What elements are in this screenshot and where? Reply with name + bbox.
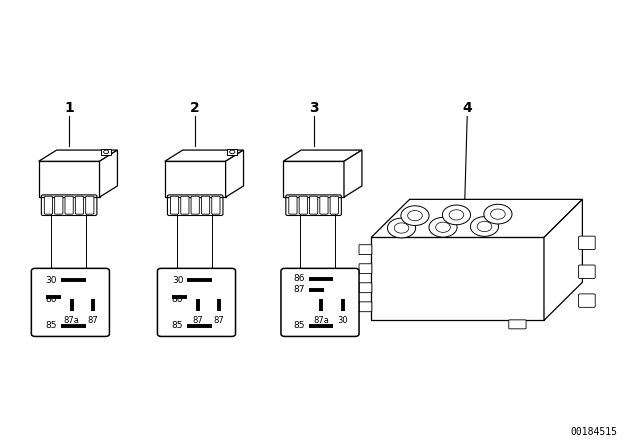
FancyBboxPatch shape xyxy=(86,196,94,214)
Polygon shape xyxy=(38,150,118,161)
FancyBboxPatch shape xyxy=(170,196,179,214)
FancyBboxPatch shape xyxy=(180,196,189,214)
FancyBboxPatch shape xyxy=(289,196,297,214)
FancyBboxPatch shape xyxy=(509,320,526,329)
FancyBboxPatch shape xyxy=(359,283,372,293)
FancyBboxPatch shape xyxy=(579,236,595,250)
Text: 86: 86 xyxy=(172,295,183,304)
Polygon shape xyxy=(101,149,111,155)
Polygon shape xyxy=(371,199,582,237)
Text: 87: 87 xyxy=(88,316,99,325)
Text: 85: 85 xyxy=(293,321,305,330)
FancyBboxPatch shape xyxy=(31,268,109,336)
Text: 86: 86 xyxy=(46,295,57,304)
Circle shape xyxy=(401,206,429,225)
Text: 2: 2 xyxy=(190,100,200,115)
FancyBboxPatch shape xyxy=(65,196,73,214)
FancyBboxPatch shape xyxy=(281,268,359,336)
Text: 87: 87 xyxy=(214,316,225,325)
Text: 86: 86 xyxy=(293,274,305,283)
FancyBboxPatch shape xyxy=(359,302,372,312)
Circle shape xyxy=(442,205,470,225)
Polygon shape xyxy=(165,161,226,197)
Polygon shape xyxy=(226,150,244,197)
FancyBboxPatch shape xyxy=(359,264,372,274)
Polygon shape xyxy=(100,150,118,197)
Text: 85: 85 xyxy=(172,321,183,330)
FancyBboxPatch shape xyxy=(330,196,339,214)
Text: 30: 30 xyxy=(46,276,57,285)
FancyBboxPatch shape xyxy=(44,196,52,214)
FancyBboxPatch shape xyxy=(212,196,220,214)
Polygon shape xyxy=(283,161,344,197)
Text: 87: 87 xyxy=(293,285,305,294)
Text: 00184515: 00184515 xyxy=(571,427,618,437)
Circle shape xyxy=(429,217,457,237)
Polygon shape xyxy=(371,237,544,320)
Text: 87a: 87a xyxy=(64,316,80,325)
FancyBboxPatch shape xyxy=(579,265,595,279)
FancyBboxPatch shape xyxy=(359,245,372,254)
FancyBboxPatch shape xyxy=(157,268,236,336)
Text: 87a: 87a xyxy=(314,316,330,325)
Circle shape xyxy=(470,217,499,237)
Circle shape xyxy=(484,204,512,224)
Polygon shape xyxy=(227,149,237,155)
FancyBboxPatch shape xyxy=(202,196,210,214)
FancyBboxPatch shape xyxy=(76,196,84,214)
FancyBboxPatch shape xyxy=(320,196,328,214)
Text: 3: 3 xyxy=(308,100,319,115)
Text: 30: 30 xyxy=(337,316,348,325)
FancyBboxPatch shape xyxy=(310,196,317,214)
FancyBboxPatch shape xyxy=(299,196,307,214)
Text: 87: 87 xyxy=(193,316,204,325)
Polygon shape xyxy=(165,150,244,161)
Text: 1: 1 xyxy=(64,100,74,115)
FancyBboxPatch shape xyxy=(54,196,63,214)
Polygon shape xyxy=(544,199,582,320)
Text: 85: 85 xyxy=(46,321,57,330)
Polygon shape xyxy=(38,161,100,197)
Circle shape xyxy=(387,218,415,238)
FancyBboxPatch shape xyxy=(579,294,595,307)
Text: 30: 30 xyxy=(172,276,183,285)
Text: 4: 4 xyxy=(462,100,472,115)
FancyBboxPatch shape xyxy=(191,196,199,214)
Polygon shape xyxy=(283,150,362,161)
Polygon shape xyxy=(344,150,362,197)
